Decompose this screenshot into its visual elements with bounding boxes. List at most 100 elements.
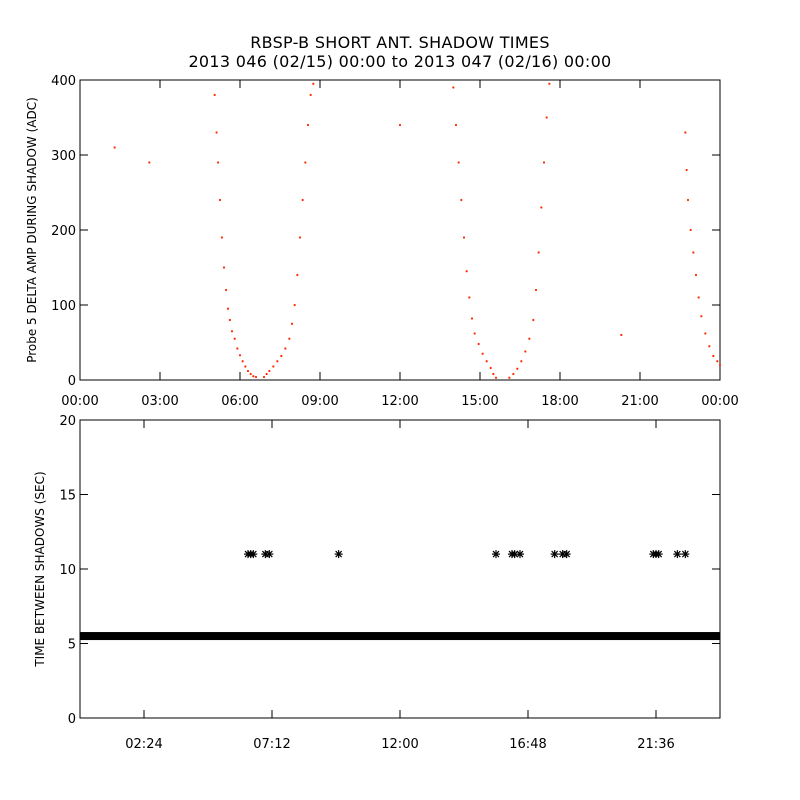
data-point	[718, 363, 722, 367]
data-point	[290, 322, 294, 325]
data-point	[520, 360, 523, 363]
y-axis-title: TIME BETWEEN SHADOWS (SEC)	[33, 471, 47, 667]
data-point	[225, 288, 228, 292]
x-tick-label: 16:48	[509, 737, 546, 752]
data-point	[306, 123, 310, 127]
data-point	[477, 342, 480, 346]
data-point	[284, 347, 287, 350]
data-point	[148, 161, 151, 164]
data-point	[692, 251, 695, 254]
data-point	[236, 347, 239, 350]
x-tick-label: 15:00	[461, 394, 498, 409]
data-point	[228, 318, 231, 322]
data-point	[528, 337, 531, 340]
data-point	[508, 376, 511, 379]
x-tick-label: 12:00	[381, 737, 418, 752]
data-point	[265, 372, 268, 376]
x-tick-label: 18:00	[541, 394, 578, 409]
data-point	[304, 161, 307, 164]
data-point	[685, 168, 688, 172]
data-point	[545, 116, 548, 119]
plot-frame	[79, 419, 721, 719]
data-point	[301, 198, 304, 202]
data-point	[312, 82, 315, 85]
x-tick-label: 06:00	[221, 394, 258, 409]
data-point	[215, 131, 218, 134]
data-point	[262, 375, 266, 379]
x-tick-label: 21:00	[621, 394, 658, 409]
x-tick-label: 07:12	[253, 737, 290, 752]
x-tick-label: 03:00	[141, 394, 178, 409]
data-point	[540, 206, 543, 209]
data-point	[249, 372, 252, 376]
data-point	[489, 366, 492, 370]
x-tick-label: 00:00	[701, 394, 738, 409]
data-point	[481, 352, 484, 355]
data-point	[280, 354, 283, 358]
data-point	[460, 198, 463, 202]
y-tick-label: 400	[51, 74, 76, 89]
data-point	[470, 317, 474, 320]
data-point	[244, 365, 247, 368]
data-point	[265, 550, 274, 559]
data-point	[334, 550, 343, 559]
baseline-band	[80, 632, 720, 641]
data-point	[516, 367, 519, 370]
data-point	[398, 123, 402, 127]
data-point	[452, 86, 455, 89]
data-point	[510, 550, 519, 559]
data-point	[454, 123, 458, 127]
data-point	[468, 296, 471, 299]
x-tick-label: 12:00	[381, 394, 418, 409]
data-point	[309, 93, 312, 97]
data-point	[686, 198, 690, 202]
y-tick-label: 0	[68, 374, 76, 389]
y-tick-label: 20	[59, 414, 76, 429]
y-axis-title: Probe 5 DELTA AMP DURING SHADOW (ADC)	[25, 97, 39, 363]
top-panel: 00:00 03:00 06:00 09:00 12:00 15:00 18:00 21:00…	[25, 74, 739, 409]
data-point	[485, 360, 488, 363]
data-point	[524, 350, 527, 353]
data-point	[704, 332, 707, 335]
data-point	[492, 372, 495, 376]
y-tick-label: 100	[51, 299, 76, 314]
data-point	[681, 550, 690, 559]
data-point	[712, 354, 715, 358]
data-point	[298, 236, 302, 239]
data-point	[537, 251, 540, 254]
x-tick-label: 09:00	[301, 394, 338, 409]
data-point	[462, 236, 466, 239]
data-point	[465, 270, 468, 273]
bottom-panel: 02:24 07:12 12:00 16:48 21:36 0 5 10 15 20 TIME BE…	[33, 414, 721, 752]
data-point	[222, 266, 226, 269]
data-point	[494, 376, 498, 379]
data-point	[241, 360, 244, 363]
y-tick-label: 200	[51, 224, 76, 239]
data-point	[220, 236, 223, 239]
data-point	[249, 550, 258, 559]
y-tick-label: 15	[59, 489, 76, 504]
data-point	[218, 198, 222, 202]
y-tick-label: 0	[68, 712, 76, 727]
data-point	[689, 228, 692, 232]
data-point	[532, 318, 535, 322]
data-point	[684, 131, 687, 134]
data-point	[238, 354, 242, 357]
data-point	[516, 550, 524, 559]
data-point	[473, 332, 476, 335]
data-point	[548, 82, 551, 85]
data-point	[562, 550, 571, 559]
chart-subtitle: 2013 046 (02/15) 00:00 to 2013 047 (02/1…	[188, 52, 612, 71]
data-point	[113, 146, 116, 149]
data-point	[673, 550, 682, 559]
data-point	[272, 365, 275, 368]
y-tick-label: 5	[68, 638, 76, 653]
chart-title: RBSP-B SHORT ANT. SHADOW TIMES	[250, 33, 550, 52]
data-point	[694, 273, 698, 277]
data-point	[254, 375, 258, 379]
data-point	[492, 550, 500, 559]
y-tick-label: 10	[59, 563, 76, 578]
data-point	[716, 360, 719, 363]
x-tick-label: 21:36	[637, 737, 674, 752]
